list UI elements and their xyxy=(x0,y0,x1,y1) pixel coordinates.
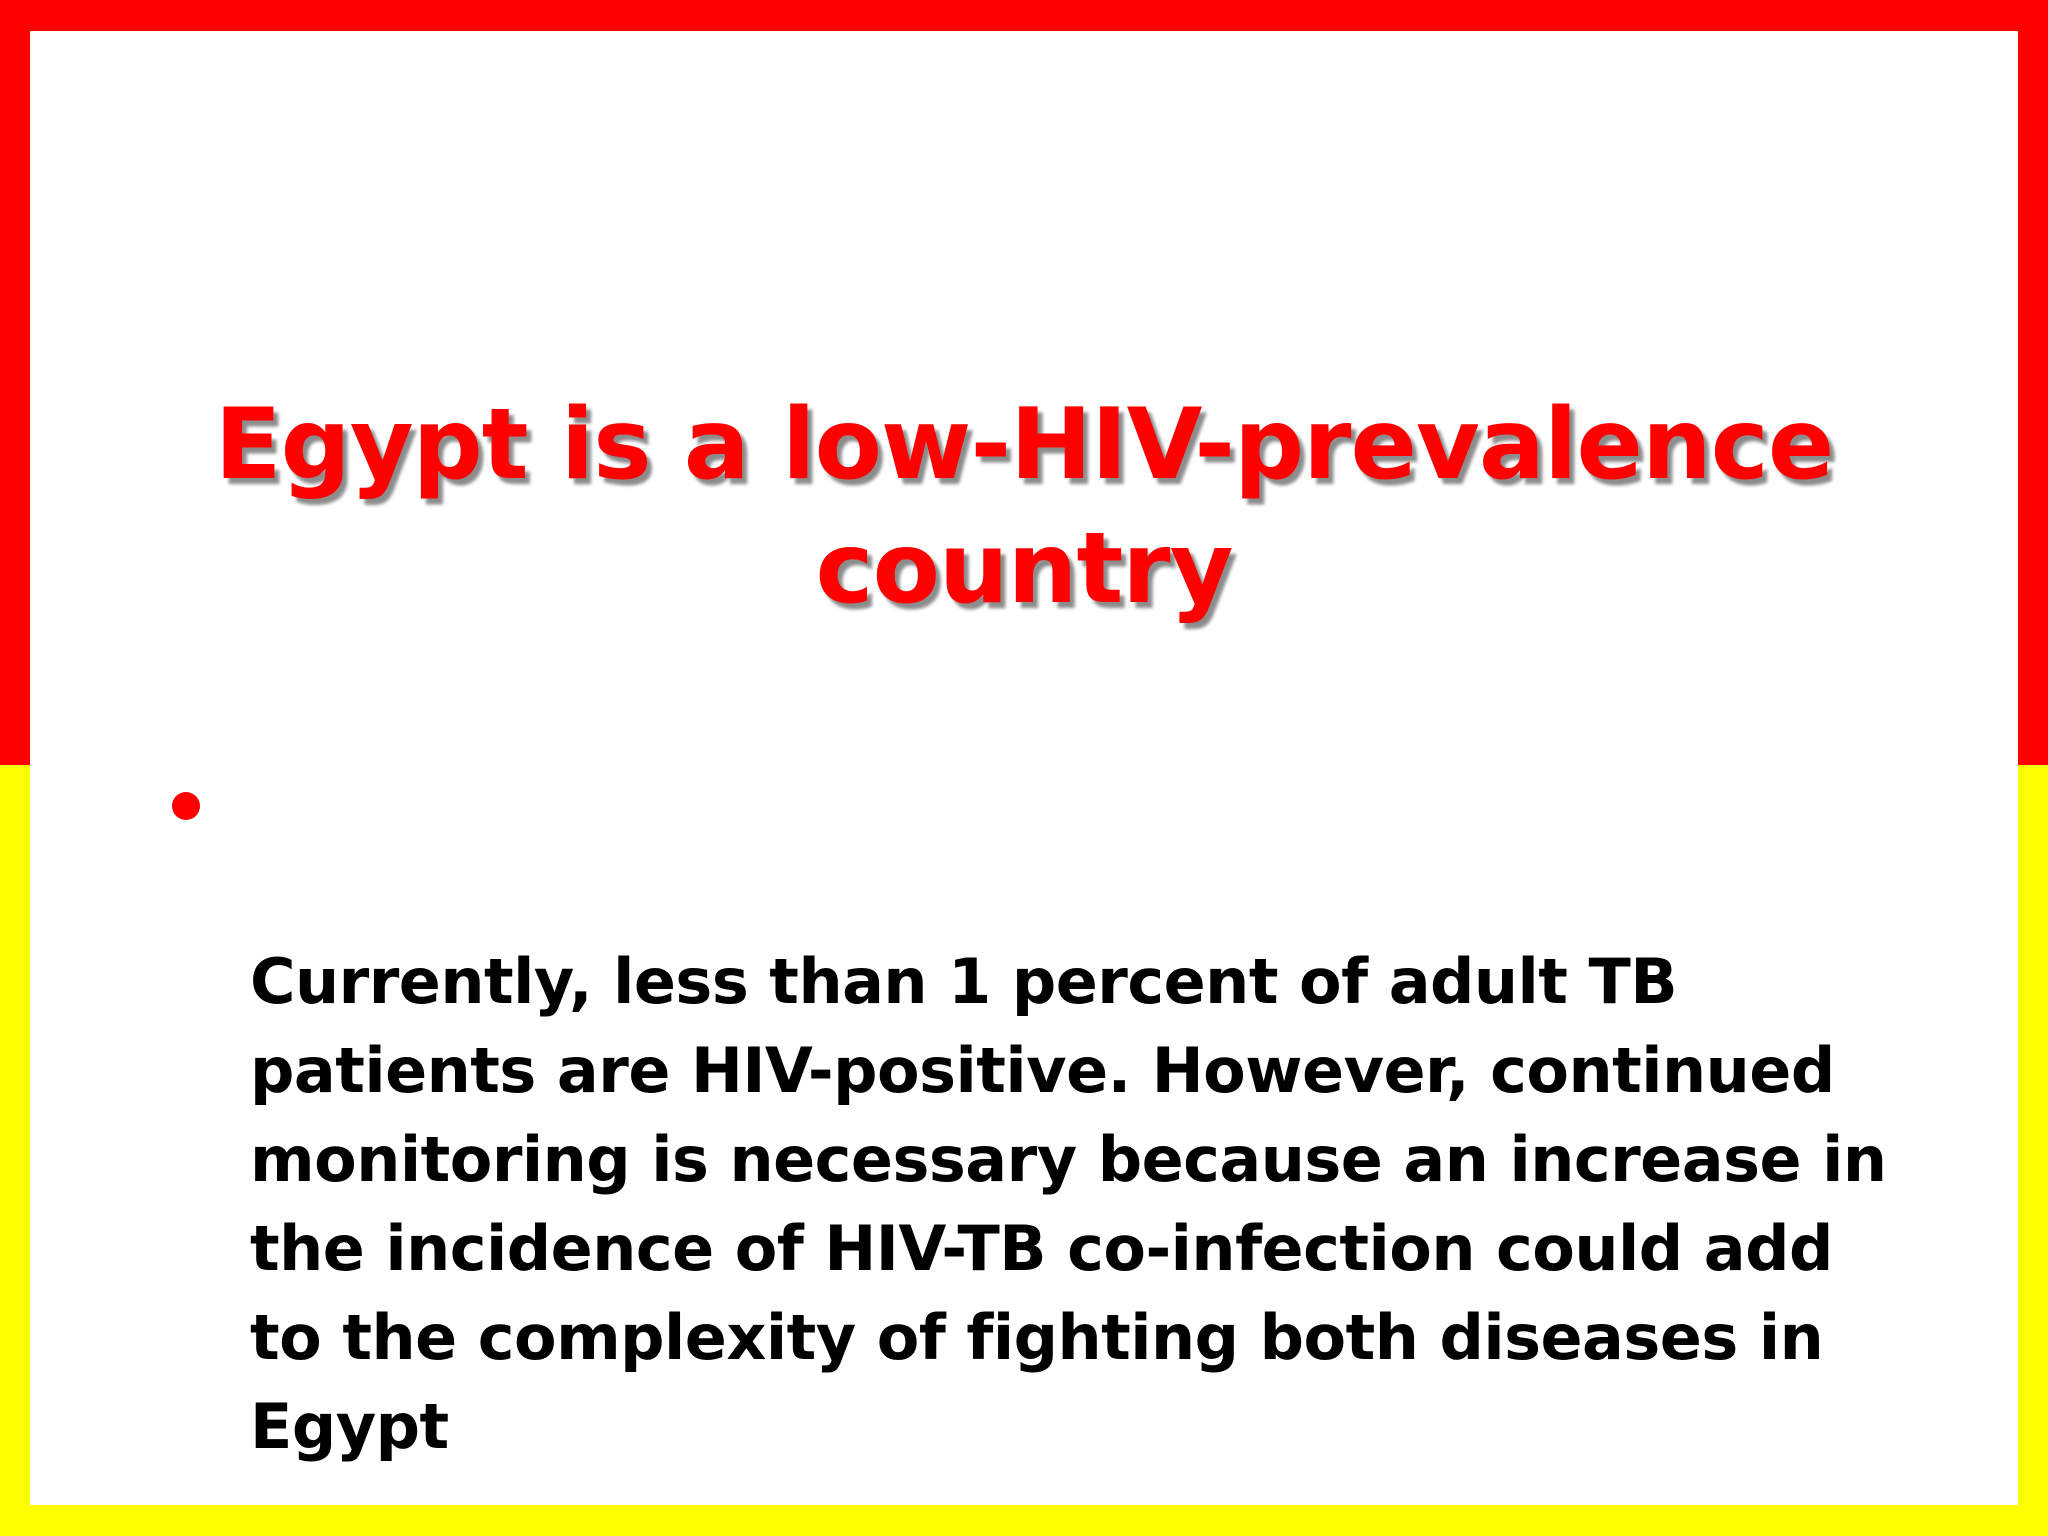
slide-title-line-1: Egypt is a low-HIV-prevalence xyxy=(214,388,1835,502)
bullet-text: Currently, less than 1 percent of adult … xyxy=(250,945,1887,1463)
bullet-dot-icon xyxy=(172,792,200,820)
slide-content-area: Egypt is a low-HIV-prevalence country Cu… xyxy=(30,31,2018,1505)
slide-title: Egypt is a low-HIV-prevalence country xyxy=(30,383,2018,631)
bullet-list: Currently, less than 1 percent of adult … xyxy=(138,759,1998,1471)
slide-title-line-2: country xyxy=(815,512,1233,626)
bullet-item: Currently, less than 1 percent of adult … xyxy=(138,759,1998,1471)
